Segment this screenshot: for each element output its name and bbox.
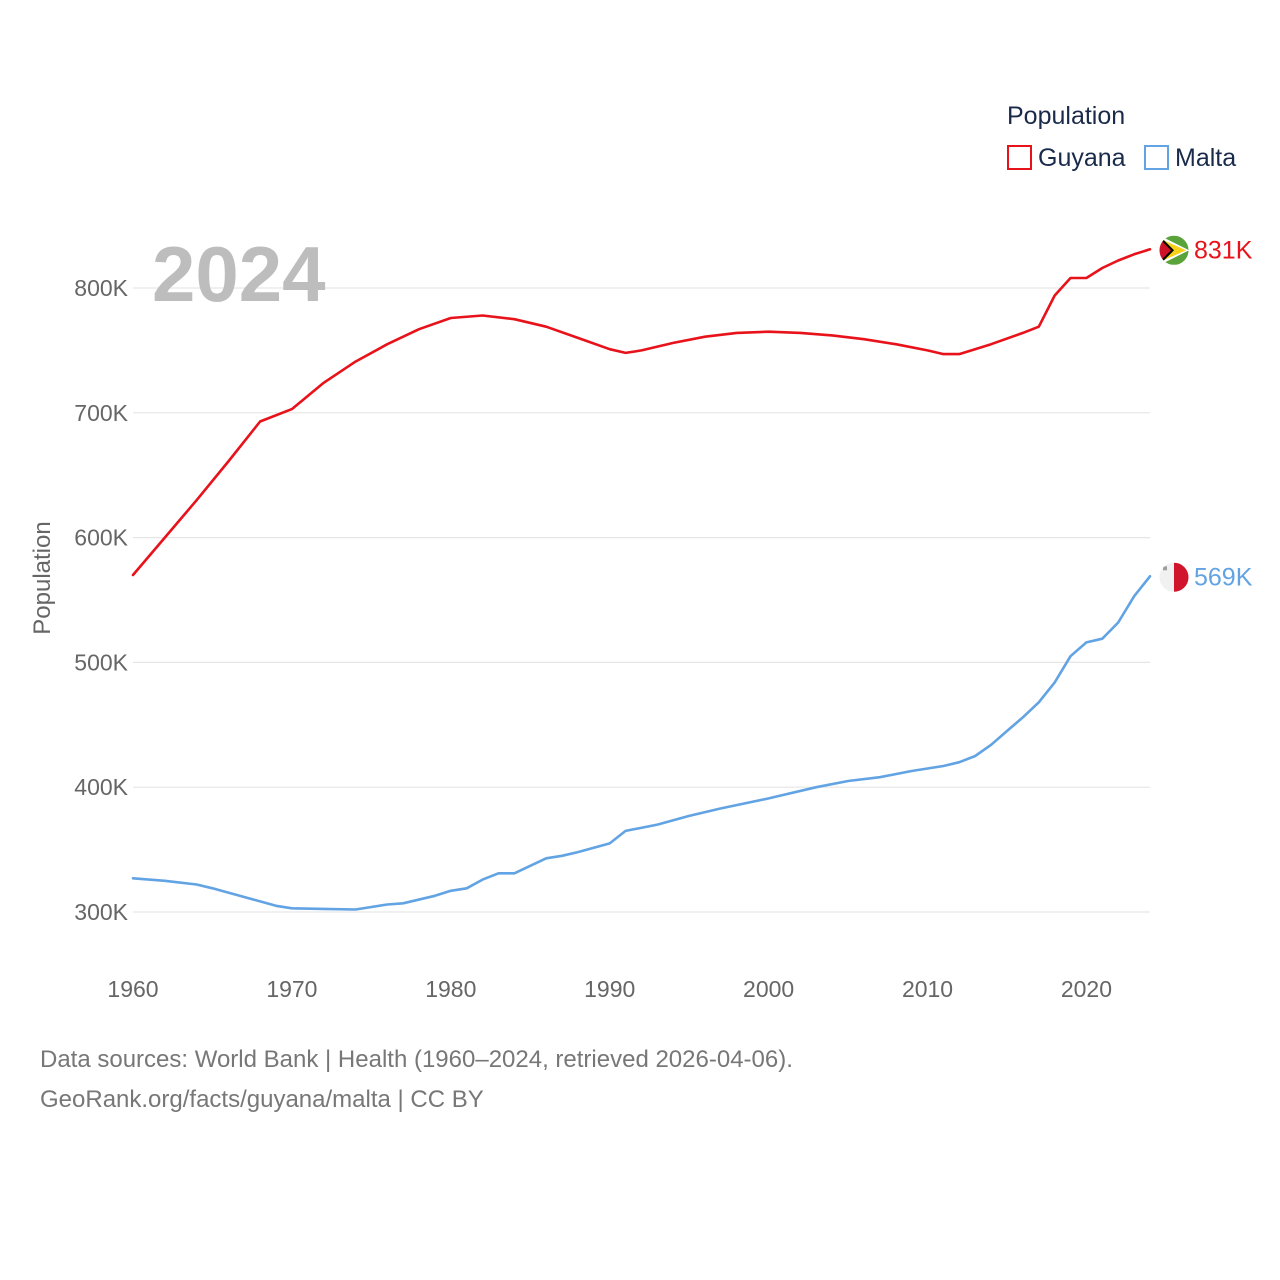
end-markers: 831K 569K xyxy=(1158,234,1253,593)
source-link[interactable]: GeoRank.org/facts/guyana/malta | CC BY xyxy=(40,1086,484,1113)
y-axis-ticks: 300K 400K 500K 600K 700K 800K xyxy=(74,275,128,925)
guyana-flag-icon xyxy=(1158,234,1190,266)
y-tick-label: 600K xyxy=(74,525,128,551)
year-label: 2024 xyxy=(152,230,326,318)
legend-label-guyana[interactable]: Guyana xyxy=(1038,144,1126,172)
series-lines xyxy=(131,248,1152,911)
source-line: Data sources: World Bank | Health (1960–… xyxy=(40,1046,793,1073)
x-tick-label: 2000 xyxy=(743,976,794,1002)
x-tick-label: 1990 xyxy=(584,976,635,1002)
series-line-guyana[interactable] xyxy=(131,248,1152,577)
y-tick-label: 500K xyxy=(74,649,128,675)
x-tick-label: 2010 xyxy=(902,976,953,1002)
legend: Population Guyana Malta xyxy=(1007,102,1236,172)
x-tick-label: 1960 xyxy=(107,976,158,1002)
x-tick-label: 1970 xyxy=(266,976,317,1002)
malta-flag-icon xyxy=(1158,561,1190,593)
legend-swatch-guyana[interactable] xyxy=(1007,145,1032,170)
y-axis-label: Population xyxy=(29,521,56,634)
gridlines xyxy=(133,287,1150,913)
end-label-malta: 569K xyxy=(1194,563,1253,591)
x-tick-label: 1980 xyxy=(425,976,476,1002)
y-tick-label: 400K xyxy=(74,774,128,800)
x-axis-ticks: 1960 1970 1980 1990 2000 2010 2020 xyxy=(107,976,1112,1002)
y-tick-label: 800K xyxy=(74,275,128,301)
end-label-guyana: 831K xyxy=(1194,236,1253,264)
x-tick-label: 2020 xyxy=(1061,976,1112,1002)
legend-title: Population xyxy=(1007,102,1125,130)
legend-swatch-malta[interactable] xyxy=(1144,145,1169,170)
y-tick-label: 300K xyxy=(74,899,128,925)
series-line-malta[interactable] xyxy=(131,574,1152,911)
y-tick-label: 700K xyxy=(74,400,128,426)
legend-label-malta[interactable]: Malta xyxy=(1175,144,1236,172)
